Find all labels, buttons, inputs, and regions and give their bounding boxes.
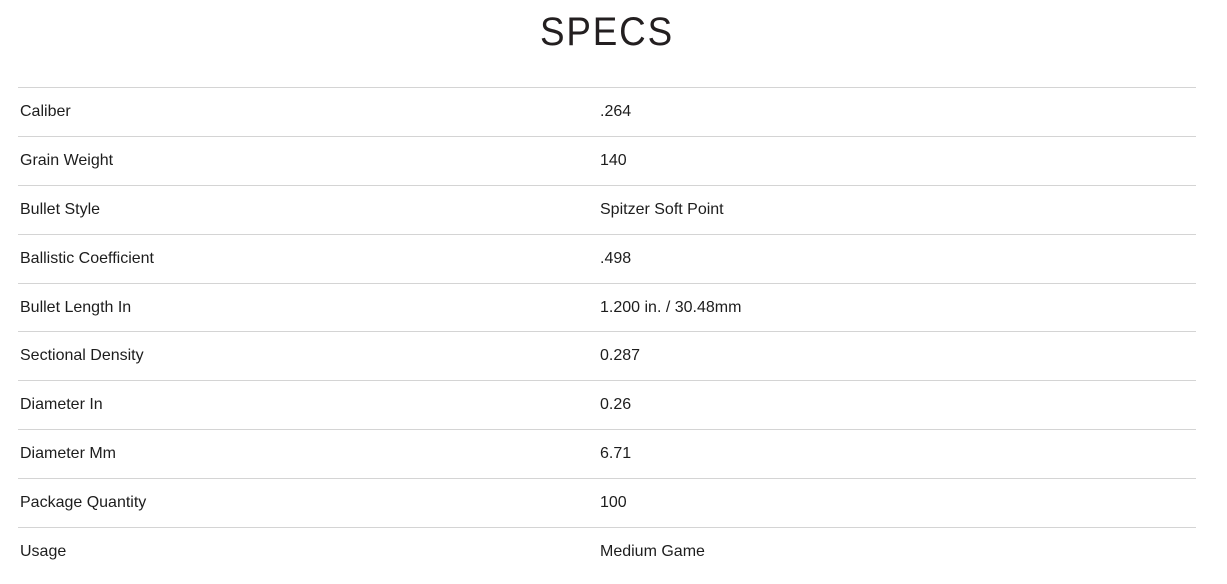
spec-row-bullet-style: Bullet Style Spitzer Soft Point [18, 186, 1196, 235]
specs-section: SPECS Caliber .264 Grain Weight 140 Bull… [18, 8, 1196, 577]
spec-row-diameter-mm: Diameter Mm 6.71 [18, 430, 1196, 480]
spec-row-ballistic-coefficient: Ballistic Coefficient .498 [18, 235, 1196, 284]
spec-label: Sectional Density [20, 347, 144, 365]
spec-value: 0.287 [600, 347, 641, 365]
spec-label: Usage [20, 543, 67, 561]
spec-label: Grain Weight [20, 151, 114, 169]
spec-row-usage: Usage Medium Game [18, 528, 1196, 577]
spec-value: .498 [600, 249, 632, 267]
spec-label: Diameter Mm [20, 445, 117, 463]
page-title: SPECS [540, 10, 674, 54]
spec-label: Diameter In [20, 396, 103, 414]
spec-label: Package Quantity [20, 494, 147, 512]
spec-value: 1.200 in. / 30.48mm [600, 298, 742, 316]
spec-value: 140 [600, 151, 627, 169]
spec-row-package-quantity: Package Quantity 100 [18, 479, 1196, 529]
specs-table: Caliber .264 Grain Weight 140 Bullet Sty… [18, 87, 1196, 577]
spec-value: 100 [600, 494, 627, 512]
spec-row-sectional-density: Sectional Density 0.287 [18, 332, 1196, 382]
spec-value: Spitzer Soft Point [600, 200, 724, 218]
spec-row-caliber: Caliber .264 [18, 88, 1196, 137]
spec-label: Ballistic Coefficient [20, 249, 154, 267]
spec-value: 6.71 [600, 445, 632, 463]
spec-label: Bullet Length In [20, 298, 132, 316]
spec-label: Bullet Style [20, 200, 101, 218]
spec-value: 0.26 [600, 396, 632, 414]
spec-row-diameter-in: Diameter In 0.26 [18, 381, 1196, 431]
spec-label: Caliber [20, 102, 71, 120]
spec-row-grain-weight: Grain Weight 140 [18, 137, 1196, 186]
spec-value: .264 [600, 102, 632, 120]
spec-row-bullet-length: Bullet Length In 1.200 in. / 30.48mm [18, 284, 1196, 333]
spec-value: Medium Game [600, 543, 705, 561]
